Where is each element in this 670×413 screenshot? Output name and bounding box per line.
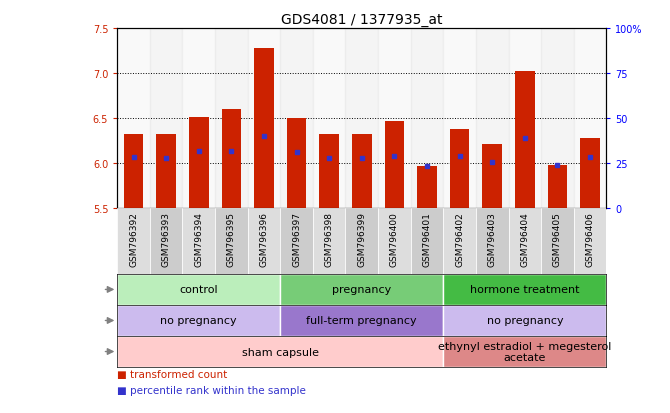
- Text: GSM796393: GSM796393: [161, 212, 171, 267]
- Bar: [411, 29, 444, 209]
- Text: pregnancy: pregnancy: [332, 285, 391, 295]
- Bar: [117, 29, 150, 209]
- Bar: [215, 209, 248, 275]
- Text: GSM796403: GSM796403: [488, 212, 496, 267]
- Bar: [444, 275, 606, 305]
- Bar: [547, 166, 567, 209]
- Text: GSM796400: GSM796400: [390, 212, 399, 267]
- Bar: [346, 209, 378, 275]
- Bar: [574, 209, 606, 275]
- Text: no pregnancy: no pregnancy: [486, 316, 563, 326]
- Bar: [580, 138, 600, 209]
- Bar: [248, 209, 280, 275]
- Text: GSM796394: GSM796394: [194, 212, 203, 267]
- Bar: [378, 29, 411, 209]
- Bar: [385, 121, 404, 209]
- Bar: [417, 166, 437, 209]
- Title: GDS4081 / 1377935_at: GDS4081 / 1377935_at: [281, 12, 443, 26]
- Bar: [248, 29, 280, 209]
- Text: no pregnancy: no pregnancy: [160, 316, 237, 326]
- Bar: [117, 209, 150, 275]
- Text: GSM796399: GSM796399: [357, 212, 366, 267]
- Bar: [541, 29, 574, 209]
- Text: GSM796405: GSM796405: [553, 212, 562, 267]
- Bar: [313, 29, 346, 209]
- Bar: [509, 29, 541, 209]
- Bar: [117, 306, 280, 336]
- Bar: [189, 118, 208, 209]
- Bar: [450, 130, 470, 209]
- Text: ■ transformed count: ■ transformed count: [117, 369, 228, 379]
- Text: sham capsule: sham capsule: [242, 347, 319, 357]
- Text: GSM796402: GSM796402: [455, 212, 464, 266]
- Text: GSM796397: GSM796397: [292, 212, 301, 267]
- Bar: [117, 337, 444, 367]
- Bar: [280, 29, 313, 209]
- Bar: [476, 209, 509, 275]
- Bar: [215, 29, 248, 209]
- Bar: [222, 110, 241, 209]
- Bar: [378, 209, 411, 275]
- Bar: [411, 209, 444, 275]
- Text: GSM796406: GSM796406: [586, 212, 594, 267]
- Text: full-term pregnancy: full-term pregnancy: [306, 316, 417, 326]
- Bar: [482, 145, 502, 209]
- Bar: [541, 209, 574, 275]
- Bar: [476, 29, 509, 209]
- Text: GSM796395: GSM796395: [227, 212, 236, 267]
- Text: GSM796392: GSM796392: [129, 212, 138, 267]
- Bar: [182, 209, 215, 275]
- Text: ethynyl estradiol + megesterol
acetate: ethynyl estradiol + megesterol acetate: [438, 341, 612, 363]
- Bar: [444, 209, 476, 275]
- Bar: [509, 209, 541, 275]
- Bar: [444, 337, 606, 367]
- Bar: [444, 29, 476, 209]
- Bar: [287, 119, 306, 209]
- Bar: [280, 209, 313, 275]
- Bar: [117, 275, 280, 305]
- Bar: [156, 135, 176, 209]
- Bar: [352, 135, 372, 209]
- Bar: [280, 275, 444, 305]
- Bar: [444, 306, 606, 336]
- Text: ■ percentile rank within the sample: ■ percentile rank within the sample: [117, 385, 306, 395]
- Text: GSM796396: GSM796396: [259, 212, 269, 267]
- Bar: [150, 209, 182, 275]
- Bar: [574, 29, 606, 209]
- Bar: [346, 29, 378, 209]
- Bar: [313, 209, 346, 275]
- Bar: [150, 29, 182, 209]
- Bar: [515, 72, 535, 209]
- Bar: [320, 135, 339, 209]
- Bar: [124, 135, 143, 209]
- Text: GSM796401: GSM796401: [423, 212, 431, 267]
- Text: GSM796398: GSM796398: [325, 212, 334, 267]
- Text: GSM796404: GSM796404: [521, 212, 529, 266]
- Bar: [182, 29, 215, 209]
- Bar: [280, 306, 444, 336]
- Text: control: control: [180, 285, 218, 295]
- Text: hormone treatment: hormone treatment: [470, 285, 580, 295]
- Bar: [254, 49, 274, 209]
